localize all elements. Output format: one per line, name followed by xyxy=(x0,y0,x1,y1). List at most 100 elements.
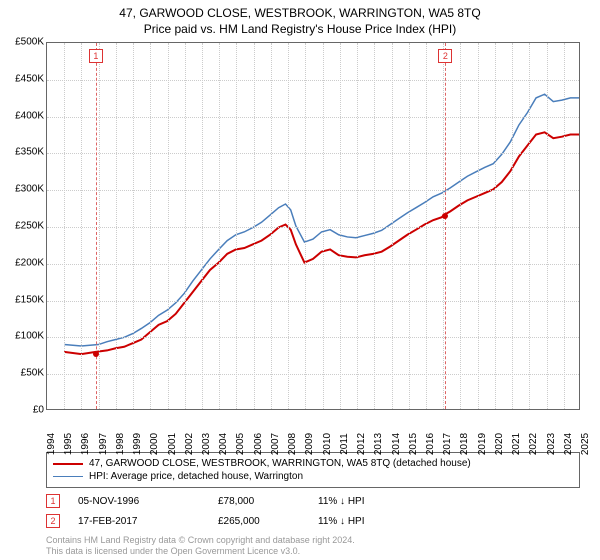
gridline-v xyxy=(116,43,117,409)
sale-point xyxy=(93,351,99,357)
legend-item: HPI: Average price, detached house, Warr… xyxy=(53,470,573,483)
sale-date: 05-NOV-1996 xyxy=(78,496,218,507)
y-tick-label: £100K xyxy=(4,331,44,342)
x-tick-label: 1994 xyxy=(46,433,57,455)
gridline-v xyxy=(168,43,169,409)
sale-marker-box: 2 xyxy=(438,49,452,63)
x-tick-label: 2022 xyxy=(528,433,539,455)
gridline-v xyxy=(460,43,461,409)
x-tick-label: 2008 xyxy=(287,433,298,455)
x-tick-label: 2009 xyxy=(304,433,315,455)
gridline-v xyxy=(529,43,530,409)
legend-label: 47, GARWOOD CLOSE, WESTBROOK, WARRINGTON… xyxy=(89,458,471,469)
legend-label: HPI: Average price, detached house, Warr… xyxy=(89,471,303,482)
gridline-v xyxy=(547,43,548,409)
gridline-v xyxy=(409,43,410,409)
x-tick-label: 2010 xyxy=(322,433,333,455)
x-tick-label: 2018 xyxy=(459,433,470,455)
x-tick-label: 2015 xyxy=(408,433,419,455)
gridline-v xyxy=(512,43,513,409)
gridline-h xyxy=(47,337,579,338)
gridline-h xyxy=(47,301,579,302)
gridline-v xyxy=(392,43,393,409)
footer-attribution: Contains HM Land Registry data © Crown c… xyxy=(46,535,355,558)
gridline-v xyxy=(495,43,496,409)
line-plot-svg xyxy=(47,43,579,409)
x-tick-label: 2007 xyxy=(270,433,281,455)
x-tick-label: 2005 xyxy=(235,433,246,455)
y-tick-label: £50K xyxy=(4,368,44,379)
gridline-v xyxy=(219,43,220,409)
gridline-v xyxy=(150,43,151,409)
y-tick-label: £0 xyxy=(4,405,44,416)
x-tick-label: 2013 xyxy=(373,433,384,455)
x-tick-label: 2021 xyxy=(511,433,522,455)
x-tick-label: 2000 xyxy=(149,433,160,455)
series-line xyxy=(64,94,579,346)
sale-marker-box: 2 xyxy=(46,514,60,528)
gridline-h xyxy=(47,153,579,154)
gridline-v xyxy=(564,43,565,409)
gridline-v xyxy=(81,43,82,409)
gridline-v xyxy=(323,43,324,409)
x-tick-label: 2019 xyxy=(477,433,488,455)
x-tick-label: 2025 xyxy=(580,433,591,455)
plot-area: 12 xyxy=(46,42,580,410)
x-tick-label: 2011 xyxy=(339,433,350,455)
sale-marker-box: 1 xyxy=(89,49,103,63)
sale-marker-box: 1 xyxy=(46,494,60,508)
x-tick-label: 1995 xyxy=(63,433,74,455)
sale-price: £265,000 xyxy=(218,516,318,527)
legend-swatch xyxy=(53,463,83,465)
y-tick-label: £500K xyxy=(4,37,44,48)
x-tick-label: 2004 xyxy=(218,433,229,455)
gridline-v xyxy=(288,43,289,409)
legend-swatch xyxy=(53,476,83,477)
sale-dashed-line xyxy=(445,43,446,409)
x-tick-label: 2012 xyxy=(356,433,367,455)
gridline-v xyxy=(478,43,479,409)
gridline-v xyxy=(340,43,341,409)
sale-delta: 11% ↓ HPI xyxy=(318,496,398,507)
x-tick-label: 2020 xyxy=(494,433,505,455)
gridline-v xyxy=(64,43,65,409)
y-tick-label: £450K xyxy=(4,73,44,84)
sale-row: 2 17-FEB-2017 £265,000 11% ↓ HPI xyxy=(46,514,580,528)
chart-subtitle: Price paid vs. HM Land Registry's House … xyxy=(0,20,600,42)
y-tick-label: £400K xyxy=(4,110,44,121)
gridline-v xyxy=(357,43,358,409)
x-tick-label: 2017 xyxy=(442,433,453,455)
x-tick-label: 2001 xyxy=(167,433,178,455)
gridline-v xyxy=(305,43,306,409)
x-tick-label: 1996 xyxy=(80,433,91,455)
gridline-h xyxy=(47,374,579,375)
y-tick-label: £350K xyxy=(4,147,44,158)
x-tick-label: 1998 xyxy=(115,433,126,455)
y-tick-label: £200K xyxy=(4,257,44,268)
footer-line: This data is licensed under the Open Gov… xyxy=(46,546,355,558)
gridline-h xyxy=(47,117,579,118)
legend: 47, GARWOOD CLOSE, WESTBROOK, WARRINGTON… xyxy=(46,452,580,488)
gridline-v xyxy=(443,43,444,409)
gridline-v xyxy=(133,43,134,409)
gridline-v xyxy=(202,43,203,409)
gridline-h xyxy=(47,80,579,81)
x-tick-label: 2006 xyxy=(253,433,264,455)
sale-delta: 11% ↓ HPI xyxy=(318,516,398,527)
y-tick-label: £150K xyxy=(4,294,44,305)
gridline-v xyxy=(271,43,272,409)
sale-date: 17-FEB-2017 xyxy=(78,516,218,527)
gridline-v xyxy=(185,43,186,409)
y-tick-label: £250K xyxy=(4,221,44,232)
x-tick-label: 2024 xyxy=(563,433,574,455)
gridline-h xyxy=(47,190,579,191)
sale-price: £78,000 xyxy=(218,496,318,507)
x-tick-label: 1997 xyxy=(98,433,109,455)
x-tick-label: 2016 xyxy=(425,433,436,455)
legend-item: 47, GARWOOD CLOSE, WESTBROOK, WARRINGTON… xyxy=(53,457,573,470)
gridline-h xyxy=(47,227,579,228)
y-tick-label: £300K xyxy=(4,184,44,195)
chart-title: 47, GARWOOD CLOSE, WESTBROOK, WARRINGTON… xyxy=(0,0,600,20)
sale-point xyxy=(442,213,448,219)
x-tick-label: 2014 xyxy=(391,433,402,455)
